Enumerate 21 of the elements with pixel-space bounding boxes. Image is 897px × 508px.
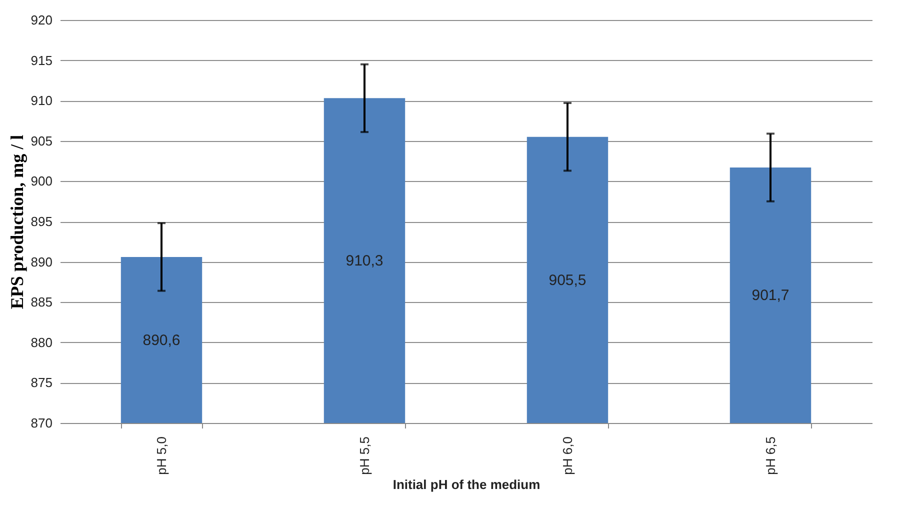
y-axis-title: EPS production, mg / l bbox=[6, 134, 27, 310]
x-tick-label: pH 5,5 bbox=[357, 436, 372, 475]
x-axis-title: Initial pH of the medium bbox=[392, 476, 540, 492]
y-tick-label: 890 bbox=[30, 254, 52, 270]
y-tick-label: 895 bbox=[30, 214, 52, 229]
data-label: 901,7 bbox=[752, 287, 790, 304]
y-tick-label: 900 bbox=[30, 174, 52, 189]
y-tick-label: 920 bbox=[30, 12, 52, 28]
y-tick-label: 910 bbox=[30, 93, 52, 108]
x-tick-label: pH 6,5 bbox=[763, 436, 778, 475]
y-tick-label: 885 bbox=[30, 294, 52, 310]
data-label: 890,6 bbox=[142, 332, 180, 349]
x-tick-label: pH 5,0 bbox=[154, 436, 169, 475]
y-tick-label: 880 bbox=[30, 334, 52, 350]
y-tick-label: 915 bbox=[30, 52, 52, 68]
y-tick-label: 875 bbox=[30, 375, 52, 390]
y-tick-label: 870 bbox=[30, 416, 52, 430]
data-label: 905,5 bbox=[548, 272, 586, 289]
x-tick-label: pH 6,0 bbox=[560, 436, 575, 475]
data-label: 910,3 bbox=[346, 252, 384, 270]
y-tick-label: 905 bbox=[30, 133, 52, 148]
